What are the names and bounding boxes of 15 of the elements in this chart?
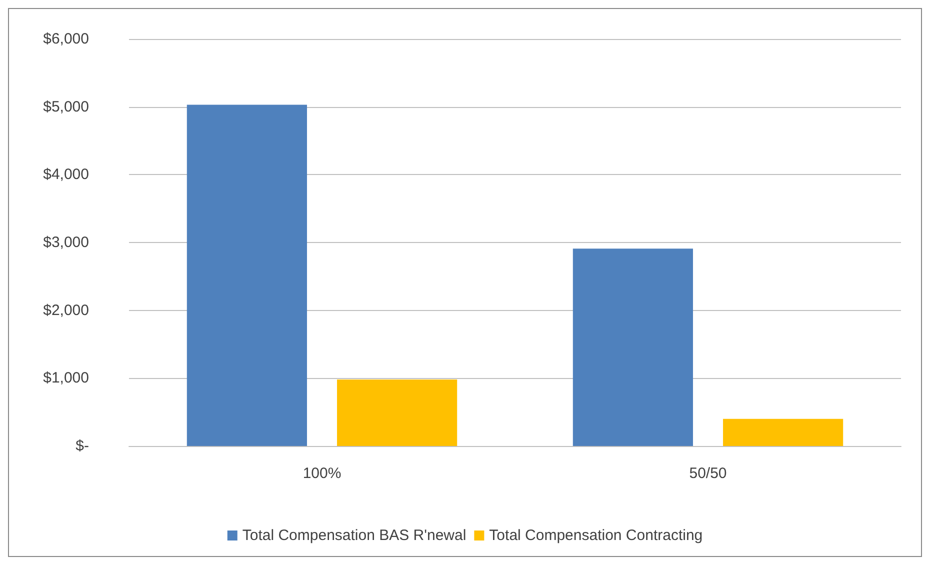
y-tick-label: $6,000 <box>43 30 89 48</box>
bar <box>337 380 458 446</box>
y-tick-label: $5,000 <box>43 98 89 116</box>
y-tick-label: $4,000 <box>43 166 89 184</box>
y-tick-label: $3,000 <box>43 234 89 251</box>
y-tick-label: $1,000 <box>43 370 89 387</box>
x-tick-label: 100% <box>302 465 342 482</box>
bar <box>572 248 693 446</box>
y-tick-label: $- <box>76 438 89 454</box>
y-tick-label: $2,000 <box>43 302 89 319</box>
bar <box>723 418 844 446</box>
legend-label: Total Compensation BAS R'newal <box>242 527 466 544</box>
bar <box>186 104 307 446</box>
legend-label: Total Compensation Contracting <box>489 527 703 544</box>
x-tick-label: 50/50 <box>689 465 727 482</box>
